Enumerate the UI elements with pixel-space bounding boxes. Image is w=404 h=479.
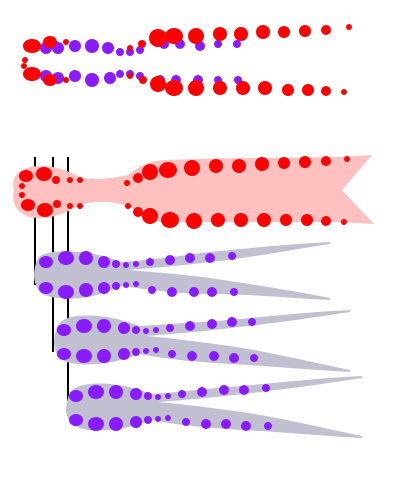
- query-shape-2-dots: [57, 317, 258, 363]
- reference-shape-fill: [13, 155, 375, 224]
- overlay-red-dots: [21, 24, 352, 96]
- reference-dots: [19, 156, 350, 229]
- query-shape-2: [54, 310, 351, 372]
- query-shape-3-fill: [66, 376, 363, 438]
- reference-shape: [13, 155, 375, 229]
- query-shape-3-dots: [69, 384, 272, 431]
- query-shape-1-dots: [39, 251, 238, 299]
- query-shape-1-fill: [34, 242, 331, 300]
- overlay-panel: [21, 24, 352, 96]
- query-shape-2-fill: [54, 310, 351, 372]
- query-shape-1: [34, 242, 331, 300]
- query-shape-3: [66, 376, 363, 438]
